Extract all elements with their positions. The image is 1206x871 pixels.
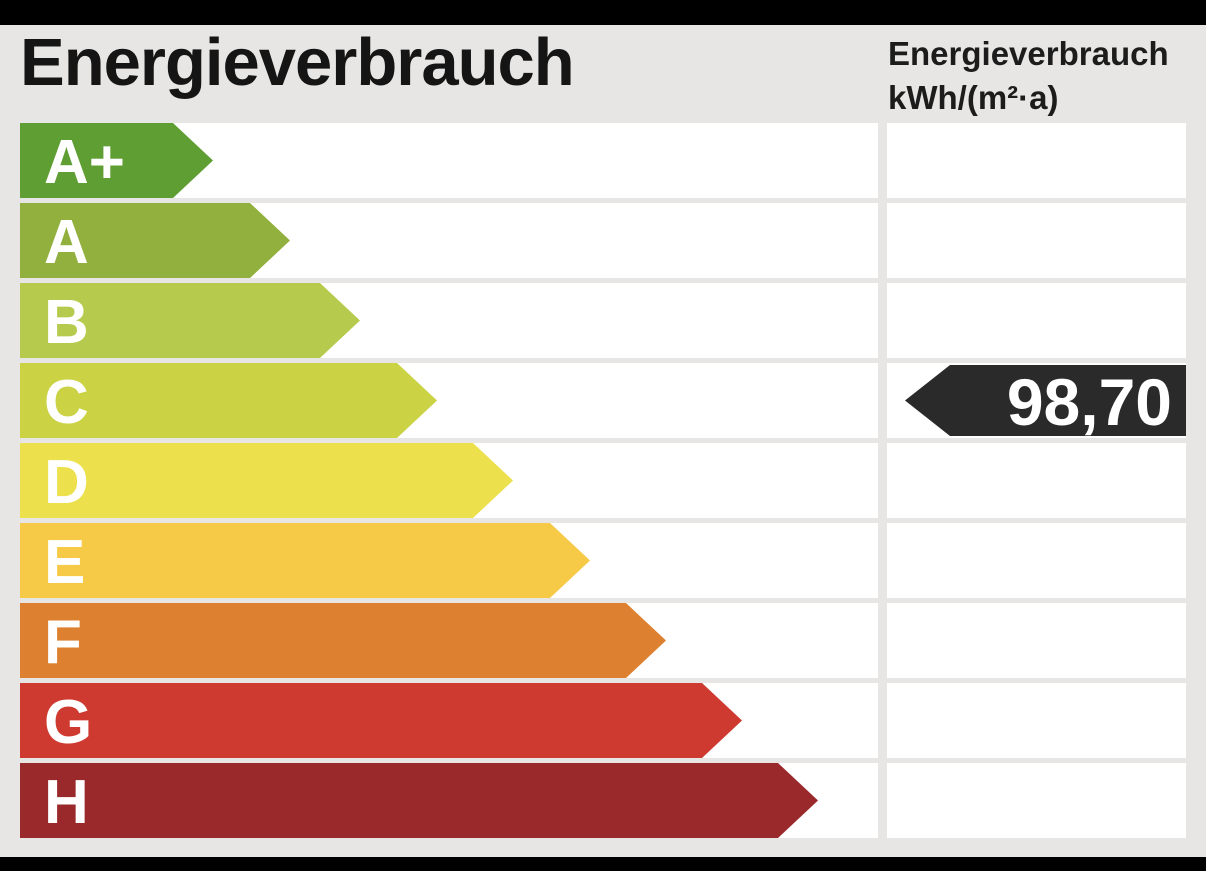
class-arrow-a-plus: A+ bbox=[20, 123, 213, 198]
unit-header-line2: kWh/(m²·a) bbox=[888, 78, 1059, 116]
value-cell-d bbox=[887, 443, 1186, 518]
class-track-g: G bbox=[20, 683, 878, 758]
scale-row-a-plus: A+ bbox=[20, 123, 1186, 198]
consumption-value: 98,70 bbox=[1006, 364, 1172, 439]
class-label-c: C bbox=[44, 367, 89, 437]
class-arrow-g: G bbox=[20, 683, 742, 758]
class-label-g: G bbox=[44, 687, 93, 757]
top-frame-bar bbox=[0, 0, 1206, 25]
class-track-a: A bbox=[20, 203, 878, 278]
scale-row-d: D bbox=[20, 443, 1186, 518]
class-label-d: D bbox=[44, 447, 89, 517]
energy-scale: A+ A B C 98,70 bbox=[20, 123, 1186, 843]
class-label-a: A bbox=[44, 207, 89, 277]
value-cell-a bbox=[887, 203, 1186, 278]
value-cell-a-plus bbox=[887, 123, 1186, 198]
scale-row-c: C 98,70 bbox=[20, 363, 1186, 438]
class-arrow-f: F bbox=[20, 603, 666, 678]
class-arrow-c: C bbox=[20, 363, 437, 438]
class-arrow-a: A bbox=[20, 203, 290, 278]
scale-row-a: A bbox=[20, 203, 1186, 278]
class-track-b: B bbox=[20, 283, 878, 358]
scale-row-e: E bbox=[20, 523, 1186, 598]
class-track-d: D bbox=[20, 443, 878, 518]
class-label-e: E bbox=[44, 527, 86, 597]
value-cell-c: 98,70 bbox=[887, 363, 1186, 438]
value-cell-e bbox=[887, 523, 1186, 598]
class-label-b: B bbox=[44, 287, 89, 357]
value-cell-h bbox=[887, 763, 1186, 838]
scale-row-g: G bbox=[20, 683, 1186, 758]
consumption-value-badge: 98,70 bbox=[905, 365, 1186, 436]
class-arrow-h: H bbox=[20, 763, 818, 838]
scale-row-b: B bbox=[20, 283, 1186, 358]
unit-header-line1: Energieverbrauch bbox=[888, 35, 1169, 72]
class-arrow-d: D bbox=[20, 443, 513, 518]
class-track-h: H bbox=[20, 763, 878, 838]
class-label-f: F bbox=[44, 607, 82, 677]
page-title: Energieverbrauch bbox=[20, 25, 575, 100]
value-cell-f bbox=[887, 603, 1186, 678]
class-track-c: C bbox=[20, 363, 878, 438]
class-track-e: E bbox=[20, 523, 878, 598]
class-arrow-b: B bbox=[20, 283, 360, 358]
unit-header: Energieverbrauch kWh/(m²·a) bbox=[888, 32, 1169, 119]
value-cell-b bbox=[887, 283, 1186, 358]
value-cell-g bbox=[887, 683, 1186, 758]
class-arrow-e: E bbox=[20, 523, 590, 598]
scale-row-f: F bbox=[20, 603, 1186, 678]
class-label-a-plus: A+ bbox=[44, 127, 125, 197]
scale-row-h: H bbox=[20, 763, 1186, 838]
bottom-frame-bar bbox=[0, 857, 1206, 871]
class-label-h: H bbox=[44, 767, 89, 837]
class-track-f: F bbox=[20, 603, 878, 678]
class-track-a-plus: A+ bbox=[20, 123, 878, 198]
